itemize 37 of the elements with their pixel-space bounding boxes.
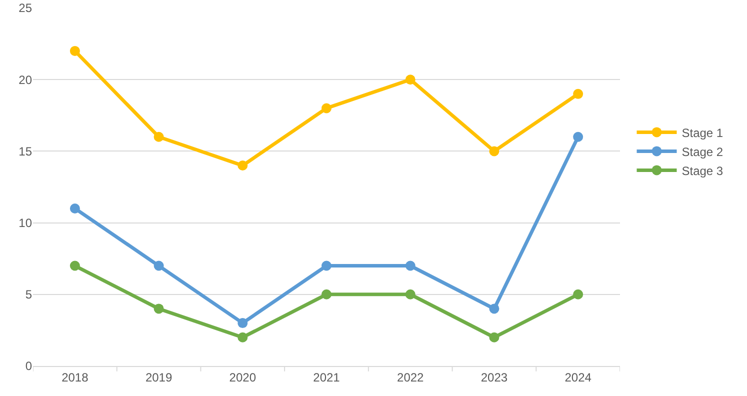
x-tick-label: 2022 [397,370,424,384]
x-tick-label: 2024 [564,370,592,384]
legend-label: Stage 2 [682,144,724,159]
point [70,203,80,214]
point [573,88,584,99]
point [405,74,416,85]
point [573,289,584,300]
point [70,260,80,271]
point [322,289,332,300]
point [238,318,248,328]
point [238,160,248,171]
x-tick-label: 2020 [229,370,256,384]
y-tick-label: 25 [18,1,32,16]
point [489,332,500,342]
point [322,260,332,271]
point [154,260,164,271]
x-tick-label: 2019 [145,370,172,384]
point [322,103,332,114]
point [573,132,584,142]
legend-label: Stage 1 [682,126,724,140]
point [405,289,416,300]
x-tick-label: 2018 [62,370,89,384]
x-tick-label: 2023 [480,370,508,384]
y-tick-label: 5 [25,288,32,302]
y-tick-label: 15 [18,144,32,158]
point [489,304,500,314]
y-tick-label: 20 [18,72,32,87]
point [70,46,80,56]
point [154,304,164,314]
y-tick-label: 10 [18,216,32,230]
point [405,260,416,271]
y-tick-label: 0 [25,359,32,374]
legend-label: Stage 3 [682,164,724,178]
point [154,132,164,142]
x-tick-label: 2021 [313,370,340,384]
point [489,146,500,156]
point [238,332,248,342]
